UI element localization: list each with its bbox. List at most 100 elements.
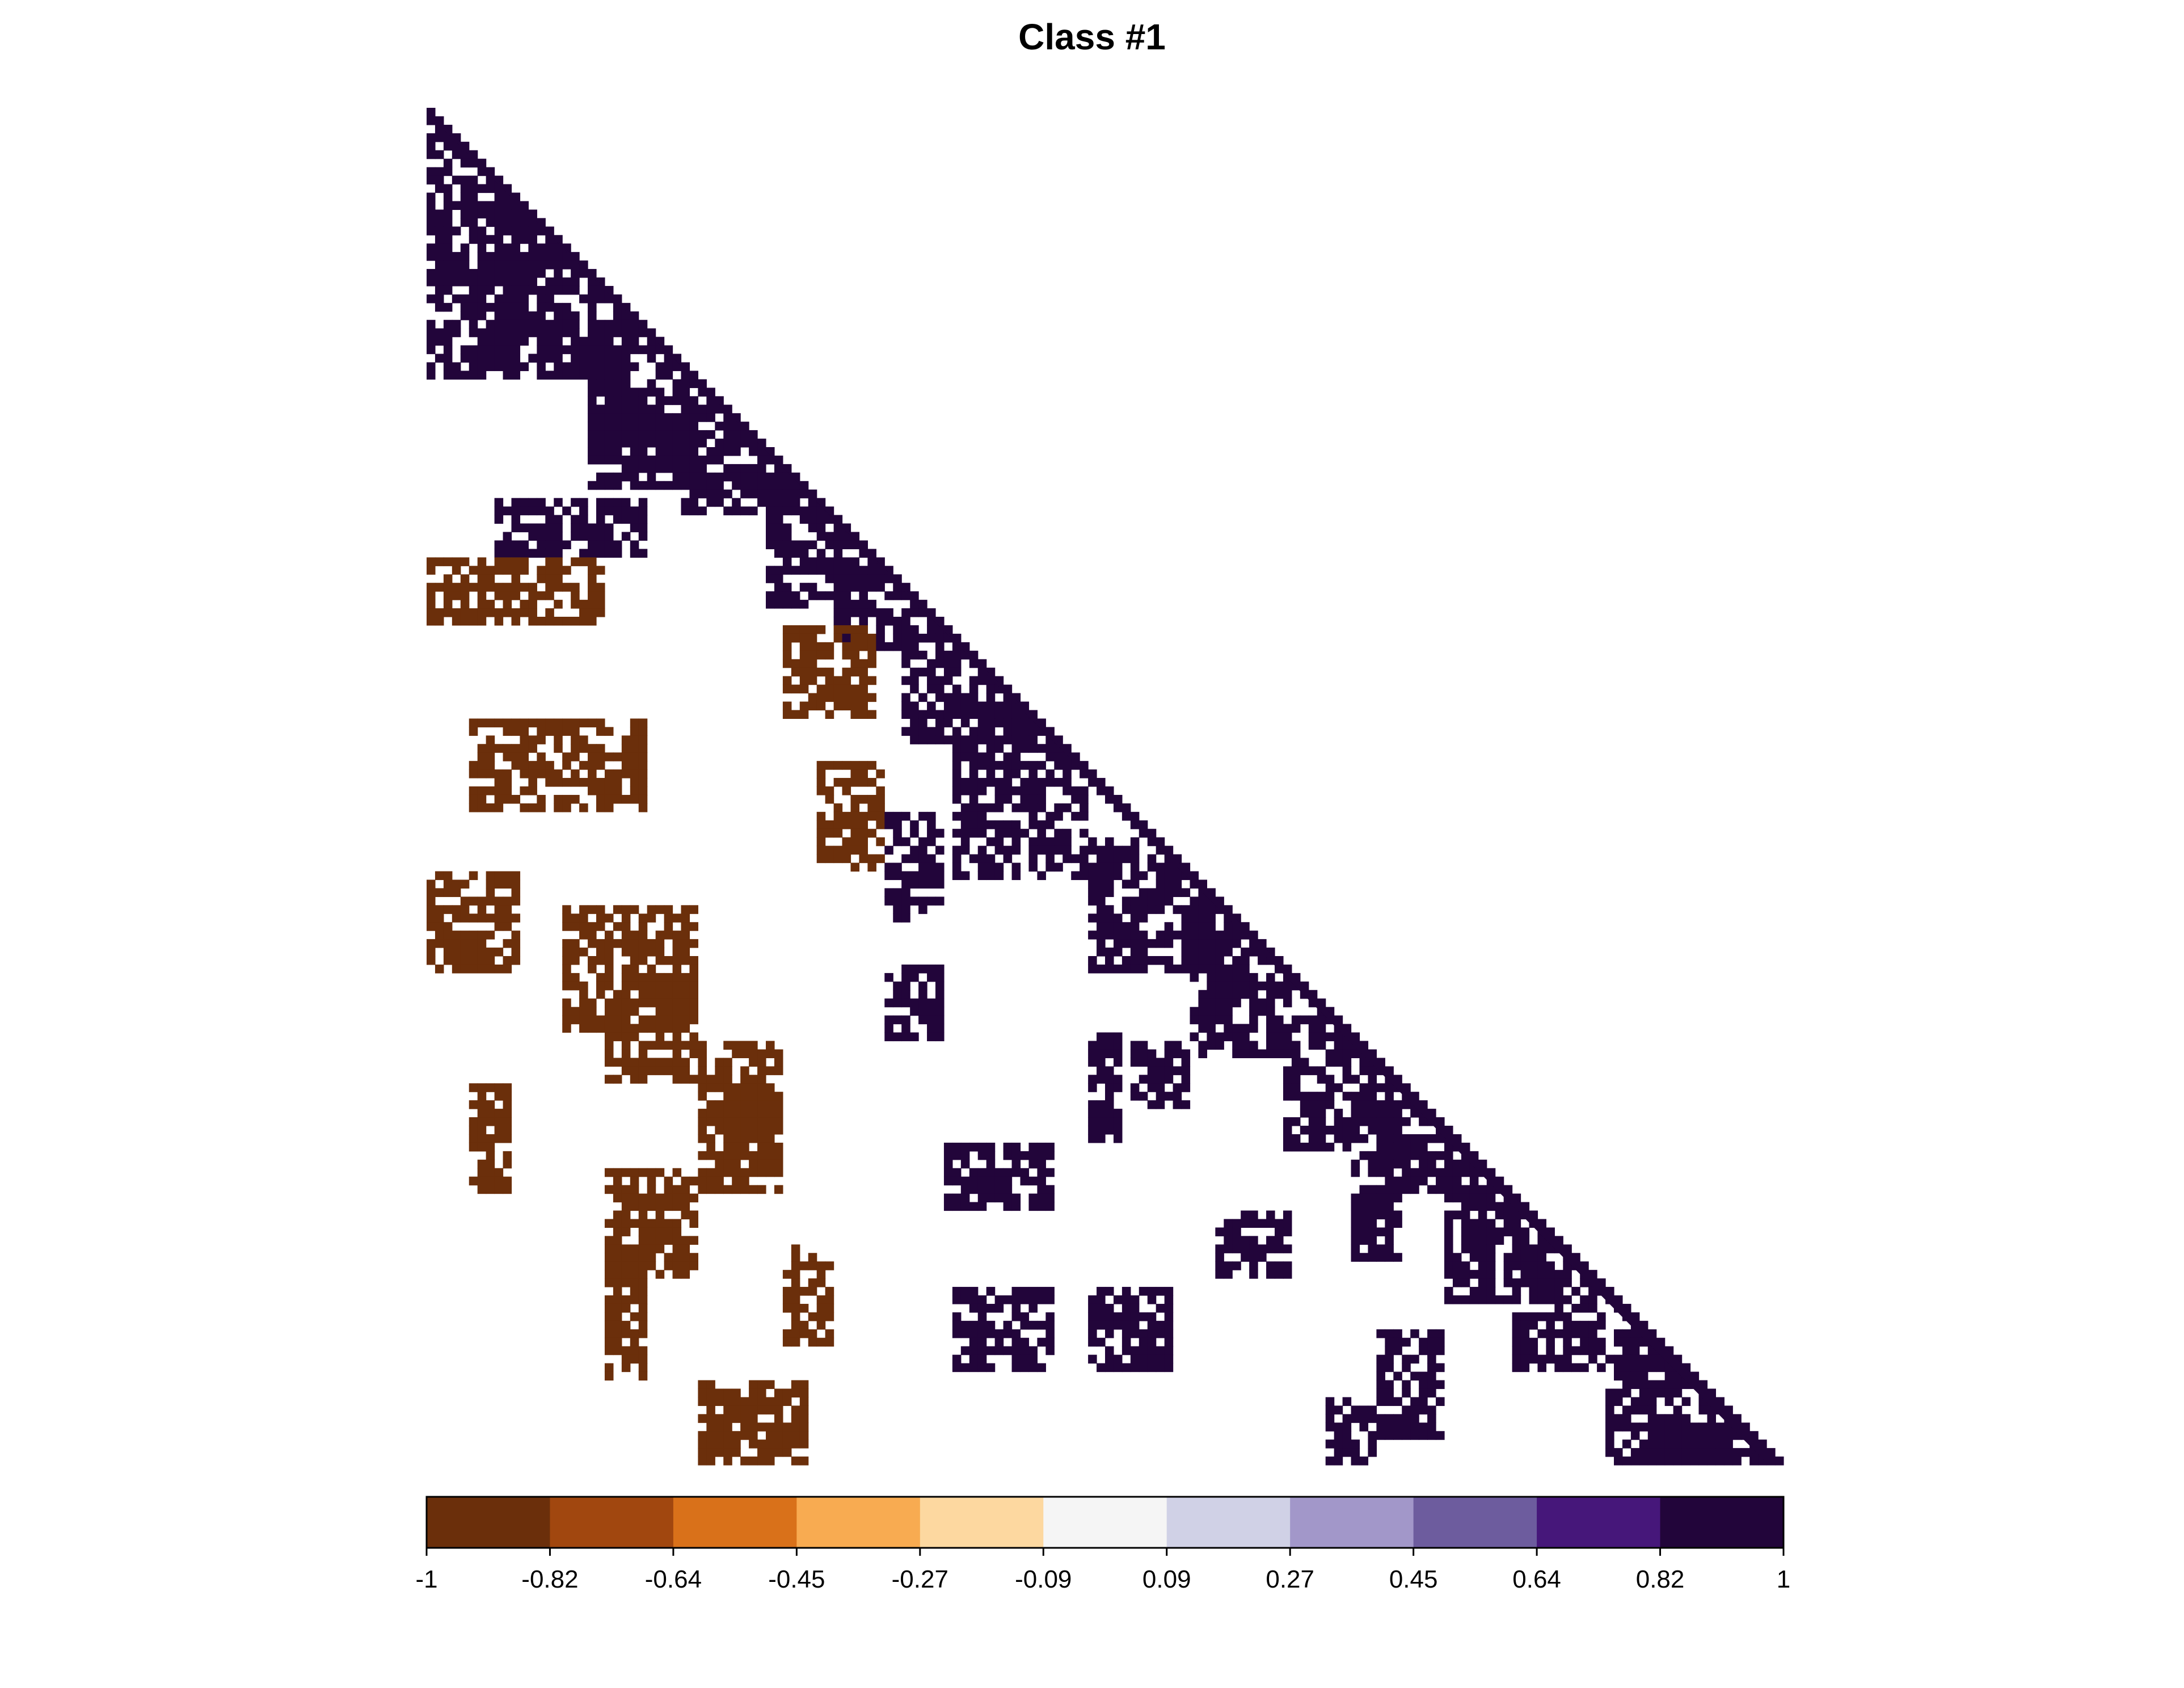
- heatmap-cell: [511, 523, 521, 533]
- heatmap-cell: [774, 583, 783, 592]
- heatmap-cell: [842, 761, 851, 770]
- heatmap-cell: [1054, 862, 1063, 872]
- heatmap-cell: [1097, 888, 1106, 897]
- heatmap-cell: [1478, 1227, 1487, 1236]
- heatmap-cell: [1224, 1236, 1233, 1245]
- heatmap-cell: [486, 871, 495, 881]
- heatmap-cell: [1020, 1287, 1030, 1296]
- heatmap-cell: [460, 218, 470, 227]
- heatmap-cell: [630, 1007, 639, 1016]
- heatmap-cell: [511, 914, 521, 923]
- heatmap-cell: [842, 820, 851, 830]
- heatmap-cell: [1105, 914, 1114, 923]
- heatmap-cell: [621, 998, 631, 1008]
- heatmap-cell: [825, 1312, 834, 1321]
- heatmap-cell: [850, 769, 860, 778]
- heatmap-cell: [1105, 1287, 1114, 1296]
- heatmap-cell: [672, 1185, 682, 1194]
- heatmap-cell: [1207, 1015, 1216, 1025]
- heatmap-cell: [893, 871, 902, 881]
- heatmap-cell: [1563, 1295, 1572, 1304]
- heatmap-cell: [1529, 1346, 1538, 1356]
- heatmap-cell: [698, 1397, 707, 1406]
- heatmap-cell: [960, 1193, 970, 1203]
- heatmap-cell: [435, 252, 444, 261]
- heatmap-cell: [1249, 1007, 1258, 1016]
- heatmap-cell: [1045, 845, 1055, 855]
- heatmap-cell: [672, 1202, 682, 1211]
- heatmap-cell: [1715, 1448, 1725, 1457]
- heatmap-cell: [791, 1320, 800, 1330]
- legend-border: [425, 1496, 1785, 1549]
- heatmap-cell: [977, 845, 987, 855]
- heatmap-cell: [460, 209, 470, 218]
- heatmap-cell: [638, 319, 648, 329]
- heatmap-cell: [427, 133, 436, 142]
- heatmap-cell: [1011, 803, 1021, 813]
- heatmap-cell: [1020, 1354, 1030, 1364]
- heatmap-cell: [1190, 964, 1199, 974]
- heatmap-cell: [638, 1075, 648, 1084]
- heatmap-cell: [1308, 1032, 1318, 1042]
- heatmap-cell: [842, 633, 851, 643]
- heatmap-cell: [443, 277, 453, 287]
- heatmap-cell: [613, 422, 622, 431]
- heatmap-cell: [706, 1439, 715, 1449]
- heatmap-cell: [486, 285, 495, 295]
- heatmap-cell: [960, 871, 970, 881]
- heatmap-cell: [986, 1176, 996, 1186]
- heatmap-cell: [469, 761, 478, 770]
- heatmap-cell: [960, 1185, 970, 1194]
- heatmap-cell: [1224, 990, 1233, 999]
- heatmap-cell: [1139, 931, 1148, 940]
- heatmap-cell: [571, 973, 580, 982]
- heatmap-cell: [1291, 1049, 1301, 1058]
- heatmap-cell: [850, 820, 860, 830]
- heatmap-cell: [1215, 1244, 1224, 1253]
- heatmap-cell: [782, 583, 792, 592]
- heatmap-cell: [1275, 1219, 1284, 1228]
- heatmap-cell: [1173, 1066, 1182, 1075]
- heatmap-cell: [698, 1117, 707, 1126]
- heatmap-cell: [613, 1346, 622, 1356]
- heatmap-cell: [1097, 1058, 1106, 1067]
- heatmap-cell: [452, 226, 461, 235]
- heatmap-cell: [1003, 778, 1013, 787]
- heatmap-cell: [1241, 1210, 1250, 1220]
- heatmap-cell: [842, 574, 851, 583]
- heatmap-cell: [1359, 1151, 1369, 1160]
- heatmap-cell: [613, 430, 622, 439]
- heatmap-cell: [443, 583, 453, 592]
- heatmap-cell: [427, 362, 436, 372]
- heatmap-cell: [1105, 1066, 1114, 1075]
- heatmap-cell: [935, 998, 945, 1008]
- heatmap-cell: [1673, 1405, 1683, 1415]
- heatmap-cell: [562, 803, 571, 813]
- heatmap-cell: [443, 235, 453, 244]
- heatmap-cell: [511, 336, 521, 346]
- heatmap-cell: [494, 744, 504, 753]
- heatmap-cell: [782, 1295, 792, 1304]
- heatmap-cell: [1436, 1346, 1445, 1356]
- heatmap-cell: [799, 1439, 809, 1449]
- heatmap-cell: [1546, 1270, 1555, 1279]
- heatmap-cell: [435, 905, 444, 914]
- heatmap-cell: [520, 201, 529, 210]
- heatmap-cell: [782, 566, 792, 575]
- heatmap-cell: [452, 591, 461, 600]
- heatmap-cell: [689, 998, 698, 1008]
- heatmap-cell: [460, 184, 470, 193]
- heatmap-cell: [842, 684, 851, 694]
- heatmap-cell: [1520, 1236, 1530, 1245]
- heatmap-cell: [791, 1312, 800, 1321]
- heatmap-cell: [664, 1227, 673, 1236]
- heatmap-cell: [782, 1439, 792, 1449]
- heatmap-cell: [706, 396, 715, 405]
- heatmap-cell: [1512, 1287, 1521, 1296]
- heatmap-cell: [647, 914, 656, 923]
- heatmap-cell: [723, 1083, 732, 1092]
- heatmap-cell: [825, 650, 834, 660]
- heatmap-cell: [638, 1024, 648, 1033]
- heatmap-cell: [910, 854, 919, 864]
- heatmap-cell: [520, 498, 529, 507]
